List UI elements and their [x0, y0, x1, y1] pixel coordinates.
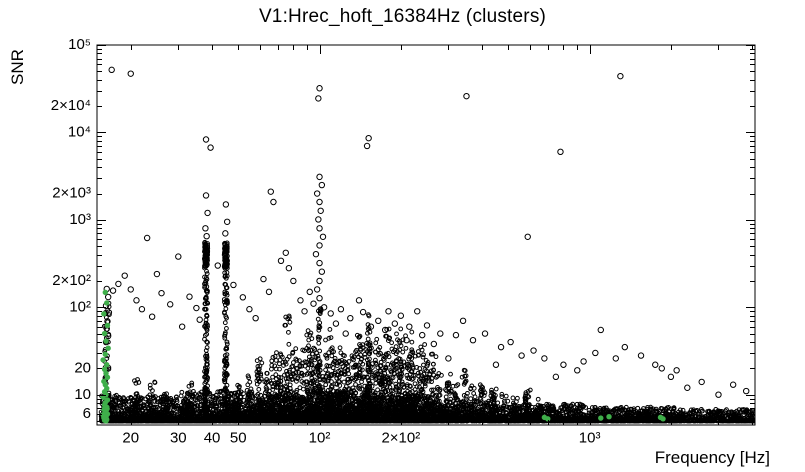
- y-axis-title: SNR: [8, 49, 27, 85]
- x-axis-title: Frequency [Hz]: [654, 448, 770, 467]
- chart-title: V1:Hrec_hoft_16384Hz (clusters): [258, 6, 547, 27]
